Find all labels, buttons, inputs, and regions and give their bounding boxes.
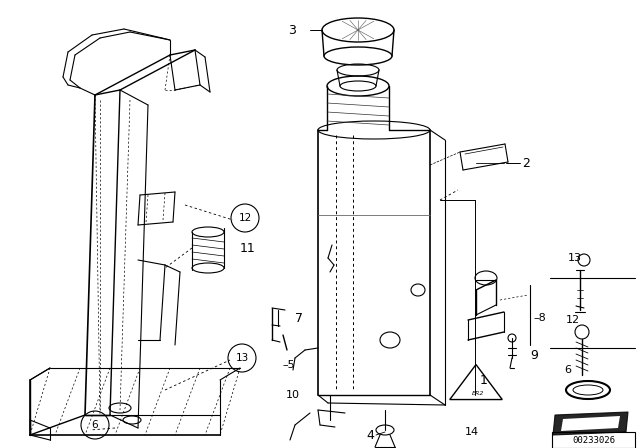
Text: 2: 2 [522,156,530,169]
Polygon shape [561,416,620,431]
Text: 12: 12 [566,315,580,325]
Text: 13: 13 [568,253,582,263]
Text: 3: 3 [288,23,296,36]
Text: 00233026: 00233026 [573,435,616,444]
Text: 13: 13 [236,353,248,363]
Text: 10: 10 [286,390,300,400]
Polygon shape [553,412,628,435]
Text: –5: –5 [282,360,294,370]
Text: 9: 9 [530,349,538,362]
Text: 6: 6 [92,420,99,430]
Text: 7: 7 [295,311,303,324]
Text: ER2: ER2 [472,391,484,396]
Text: 11: 11 [240,241,256,254]
Text: 6: 6 [564,365,571,375]
Text: 1: 1 [480,374,488,387]
Text: 14: 14 [465,427,479,437]
Text: 12: 12 [238,213,252,223]
Text: 4: 4 [366,428,374,441]
Text: –8: –8 [533,313,546,323]
Bar [552,432,635,448]
